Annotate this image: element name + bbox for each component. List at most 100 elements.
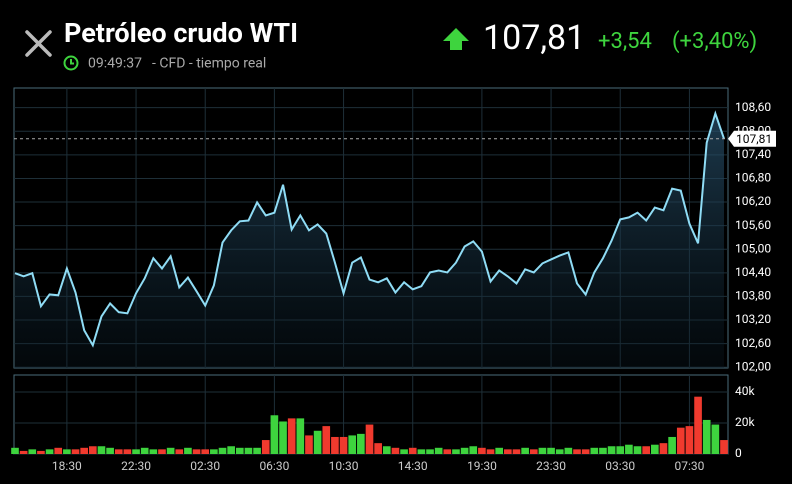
y-tick-label: 105,60 — [735, 218, 771, 232]
price-line — [14, 110, 725, 348]
x-tick-label: 19:30 — [467, 459, 497, 473]
volume-bar — [97, 446, 106, 454]
volume-bar — [581, 449, 590, 454]
close-button[interactable] — [25, 30, 52, 57]
volume-bar — [270, 415, 279, 454]
volume-bar — [651, 444, 659, 454]
volume-bar — [365, 424, 374, 454]
y-tick-label: 103,20 — [735, 312, 771, 326]
volume-bar — [417, 449, 426, 454]
volume-bar — [391, 447, 400, 454]
volume-bar — [460, 447, 469, 454]
x-tick-label: 10:30 — [329, 459, 359, 473]
volume-bar — [495, 447, 504, 454]
x-tick-label: 18:30 — [52, 459, 82, 473]
volume-bar — [616, 446, 625, 454]
volume-bar — [201, 449, 210, 454]
volume-bar — [659, 443, 668, 454]
change-pct: (+3,40%) — [672, 29, 757, 54]
volume-bar — [452, 449, 460, 454]
volume-bar — [694, 396, 702, 454]
volume-bar — [547, 447, 555, 454]
volume-bar — [443, 449, 452, 454]
last-price-label: 107,81 — [736, 132, 772, 146]
x-tick-label: 23:30 — [536, 459, 566, 473]
volume-bar — [184, 447, 192, 454]
volume-bar — [313, 430, 322, 454]
volume-bar — [28, 449, 37, 454]
volume-bar — [132, 449, 140, 454]
volume-bar — [218, 447, 227, 454]
y-tick-label: 20k — [735, 415, 755, 429]
y-tick-label: 106,20 — [735, 194, 771, 208]
volume-bar — [123, 449, 132, 454]
change: +3,54 — [598, 29, 652, 54]
y-tick-label: 40k — [735, 384, 755, 398]
y-tick-label: 102,60 — [735, 336, 771, 350]
x-tick-label: 03:30 — [605, 459, 635, 473]
volume-bar — [599, 447, 607, 454]
volume-bar — [374, 443, 382, 454]
volume-bar — [633, 446, 642, 454]
volume-bar — [573, 449, 581, 454]
volume-bar — [253, 447, 261, 454]
volume-bar — [382, 446, 391, 454]
volume-bar — [322, 426, 331, 454]
volume-bar — [590, 447, 599, 454]
volume-bar — [504, 449, 512, 454]
volume-bar — [720, 440, 728, 454]
volume-bar — [88, 446, 97, 454]
volume-bar — [564, 447, 573, 454]
y-tick-label: 104,40 — [735, 265, 771, 279]
volume-bar — [106, 447, 114, 454]
volume-bar — [235, 447, 244, 454]
volume-bar — [279, 421, 287, 454]
volume-bar — [71, 449, 80, 454]
volume-bar — [685, 426, 694, 454]
y-tick-label: 107,40 — [735, 147, 771, 161]
volume-bar — [166, 447, 175, 454]
volume-bar — [140, 447, 149, 454]
volume-bar — [63, 449, 71, 454]
volume-bar — [625, 444, 633, 454]
volume-bar — [210, 449, 218, 454]
volume-bar — [702, 419, 711, 454]
last-price-box — [728, 130, 776, 147]
volume-bar — [54, 447, 63, 454]
volume-bar — [287, 418, 296, 454]
volume-bar — [642, 446, 651, 454]
volume-bar — [607, 446, 616, 454]
volume-bar — [357, 433, 365, 454]
x-tick-label: 06:30 — [259, 459, 289, 473]
volume-bar — [80, 447, 88, 454]
volume-bar — [296, 418, 305, 454]
title: Petróleo crudo WTI — [64, 17, 298, 49]
volume-bar — [192, 449, 201, 454]
volume-bar — [244, 447, 253, 454]
volume-bar — [114, 449, 123, 454]
volume-bar — [339, 436, 348, 454]
volume-bar — [11, 447, 19, 454]
y-tick-label: 106,80 — [735, 171, 771, 185]
volume-bar — [400, 449, 408, 454]
volume-bar — [331, 436, 339, 454]
y-tick-label: 0 — [735, 446, 742, 460]
x-tick-label: 22:30 — [121, 459, 151, 473]
volume-bar — [529, 449, 538, 454]
x-tick-label: 14:30 — [398, 459, 428, 473]
volume-bar — [486, 449, 495, 454]
x-tick-label: 07:30 — [674, 459, 704, 473]
volume-bar — [555, 449, 564, 454]
volume-bar — [521, 447, 529, 454]
source: - CFD - tiempo real — [152, 56, 266, 72]
clock-icon — [63, 55, 79, 71]
y-tick-label: 102,00 — [735, 359, 771, 373]
price-area — [15, 113, 724, 368]
volume-bar — [149, 449, 158, 454]
time: 09:49:37 — [88, 56, 142, 72]
volume-bar — [158, 449, 166, 454]
volume-bar — [408, 447, 417, 454]
volume-bar — [227, 446, 235, 454]
